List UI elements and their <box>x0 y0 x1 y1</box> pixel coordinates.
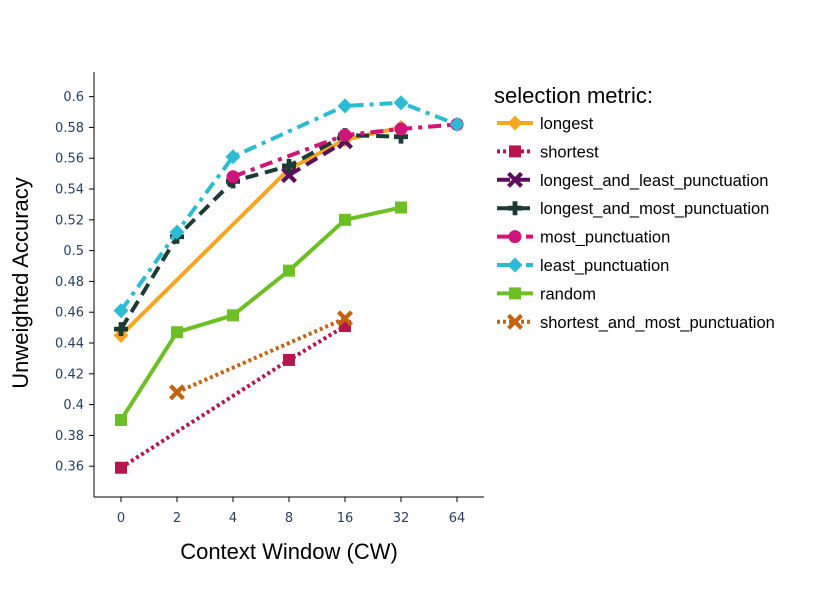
data-point <box>449 116 465 132</box>
legend-label: least_punctuation <box>540 257 669 275</box>
legend-title: selection metric: <box>494 83 653 108</box>
series-shortest <box>115 320 351 474</box>
legend-item: shortest <box>497 143 599 161</box>
series-layer <box>113 95 465 474</box>
series-line <box>232 122 458 179</box>
data-point <box>115 414 127 427</box>
y-tick-label: 0.46 <box>55 306 84 321</box>
legend-swatch-marker <box>507 115 523 131</box>
data-point <box>115 461 127 474</box>
legend-item: least_punctuation <box>497 257 669 275</box>
data-point <box>225 149 241 165</box>
y-tick-label: 0.4 <box>63 398 84 413</box>
legend-label: most_punctuation <box>540 229 670 247</box>
series-longest <box>113 119 409 343</box>
marker-stroke <box>169 384 185 401</box>
data-point <box>337 310 353 327</box>
legend-label: longest_and_least_punctuation <box>540 172 768 190</box>
y-tick-label: 0.44 <box>55 337 84 352</box>
marker-stroke <box>337 310 353 327</box>
series-longest-and-least-punctuation <box>281 133 353 184</box>
x-tick-label: 16 <box>337 511 354 526</box>
x-axis: 0 2 4 8 16 32 64 <box>94 496 484 526</box>
legend-label: random <box>540 285 596 303</box>
y-tick-label: 0.52 <box>55 213 84 228</box>
legend-item: shortest_and_most_punctuation <box>497 314 775 332</box>
legend-swatch-marker <box>507 257 523 273</box>
legend-swatch-marker <box>507 313 523 330</box>
data-point <box>283 264 295 277</box>
series-line <box>119 125 402 337</box>
y-tick-label: 0.56 <box>55 152 84 167</box>
y-tick-label: 0.36 <box>55 460 84 475</box>
data-point <box>113 303 129 319</box>
data-point <box>337 98 353 114</box>
y-tick-label: 0.58 <box>55 121 84 136</box>
y-tick-label: 0.5 <box>63 244 84 259</box>
data-point <box>282 158 296 173</box>
marker-stroke <box>507 313 523 330</box>
legend-swatch-marker <box>508 201 522 216</box>
legend: selection metric: longest shortest longest… <box>494 83 775 332</box>
series-shortest-and-most-punctuation <box>169 310 353 401</box>
legend-swatch-marker <box>509 145 521 158</box>
series-line <box>287 139 347 177</box>
y-tick-label: 0.6 <box>63 90 84 105</box>
x-tick-label: 32 <box>393 511 410 526</box>
data-point <box>171 326 183 339</box>
data-point <box>395 201 407 214</box>
legend-label: longest <box>540 115 594 133</box>
data-point <box>394 129 408 144</box>
marker-stroke <box>281 167 297 184</box>
series-line <box>119 133 402 331</box>
data-point <box>169 224 185 240</box>
y-tick-label: 0.48 <box>55 275 84 290</box>
x-axis-title: Context Window (CW) <box>180 539 398 564</box>
legend-swatch-marker <box>508 230 522 244</box>
series-line <box>119 100 458 312</box>
legend-item: longest_and_least_punctuation <box>497 172 768 190</box>
legend-swatch-marker <box>507 171 523 188</box>
series-longest-and-most-punctuation <box>114 128 408 337</box>
series-line <box>119 205 402 422</box>
x-tick-label: 8 <box>285 511 293 526</box>
series-least-punctuation <box>113 95 465 319</box>
series-line <box>119 324 347 470</box>
legend-label: longest_and_most_punctuation <box>540 200 769 218</box>
x-tick-label: 2 <box>173 511 181 526</box>
legend-label: shortest <box>540 143 599 161</box>
y-tick-label: 0.42 <box>55 367 84 382</box>
legend-swatch-marker <box>509 287 521 300</box>
y-axis-title: Unweighted Accuracy <box>8 177 33 389</box>
data-point <box>393 95 409 111</box>
data-point <box>227 309 239 322</box>
marker-stroke <box>507 171 523 188</box>
data-point <box>338 128 352 142</box>
x-tick-label: 0 <box>117 511 125 526</box>
data-point <box>339 213 351 226</box>
y-tick-label: 0.54 <box>55 183 84 198</box>
series-random <box>115 201 407 427</box>
data-point <box>281 167 297 184</box>
series-line <box>176 316 346 395</box>
y-axis: 0.36 0.38 0.4 0.42 0.44 0.46 0.48 0.5 0.52 0.54 0.… <box>55 72 95 497</box>
legend-label: shortest_and_most_punctuation <box>540 314 775 332</box>
data-point <box>394 122 408 136</box>
legend-item: longest_and_most_punctuation <box>497 200 769 218</box>
legend-item: most_punctuation <box>497 229 670 247</box>
y-tick-label: 0.38 <box>55 429 84 444</box>
data-point <box>283 353 295 366</box>
legend-item: random <box>497 285 596 303</box>
x-tick-label: 64 <box>449 511 466 526</box>
series-most-punctuation <box>226 117 464 184</box>
data-point <box>226 170 240 184</box>
x-tick-label: 4 <box>229 511 237 526</box>
data-point <box>169 384 185 401</box>
data-point <box>114 322 128 337</box>
legend-item: longest <box>497 115 594 133</box>
